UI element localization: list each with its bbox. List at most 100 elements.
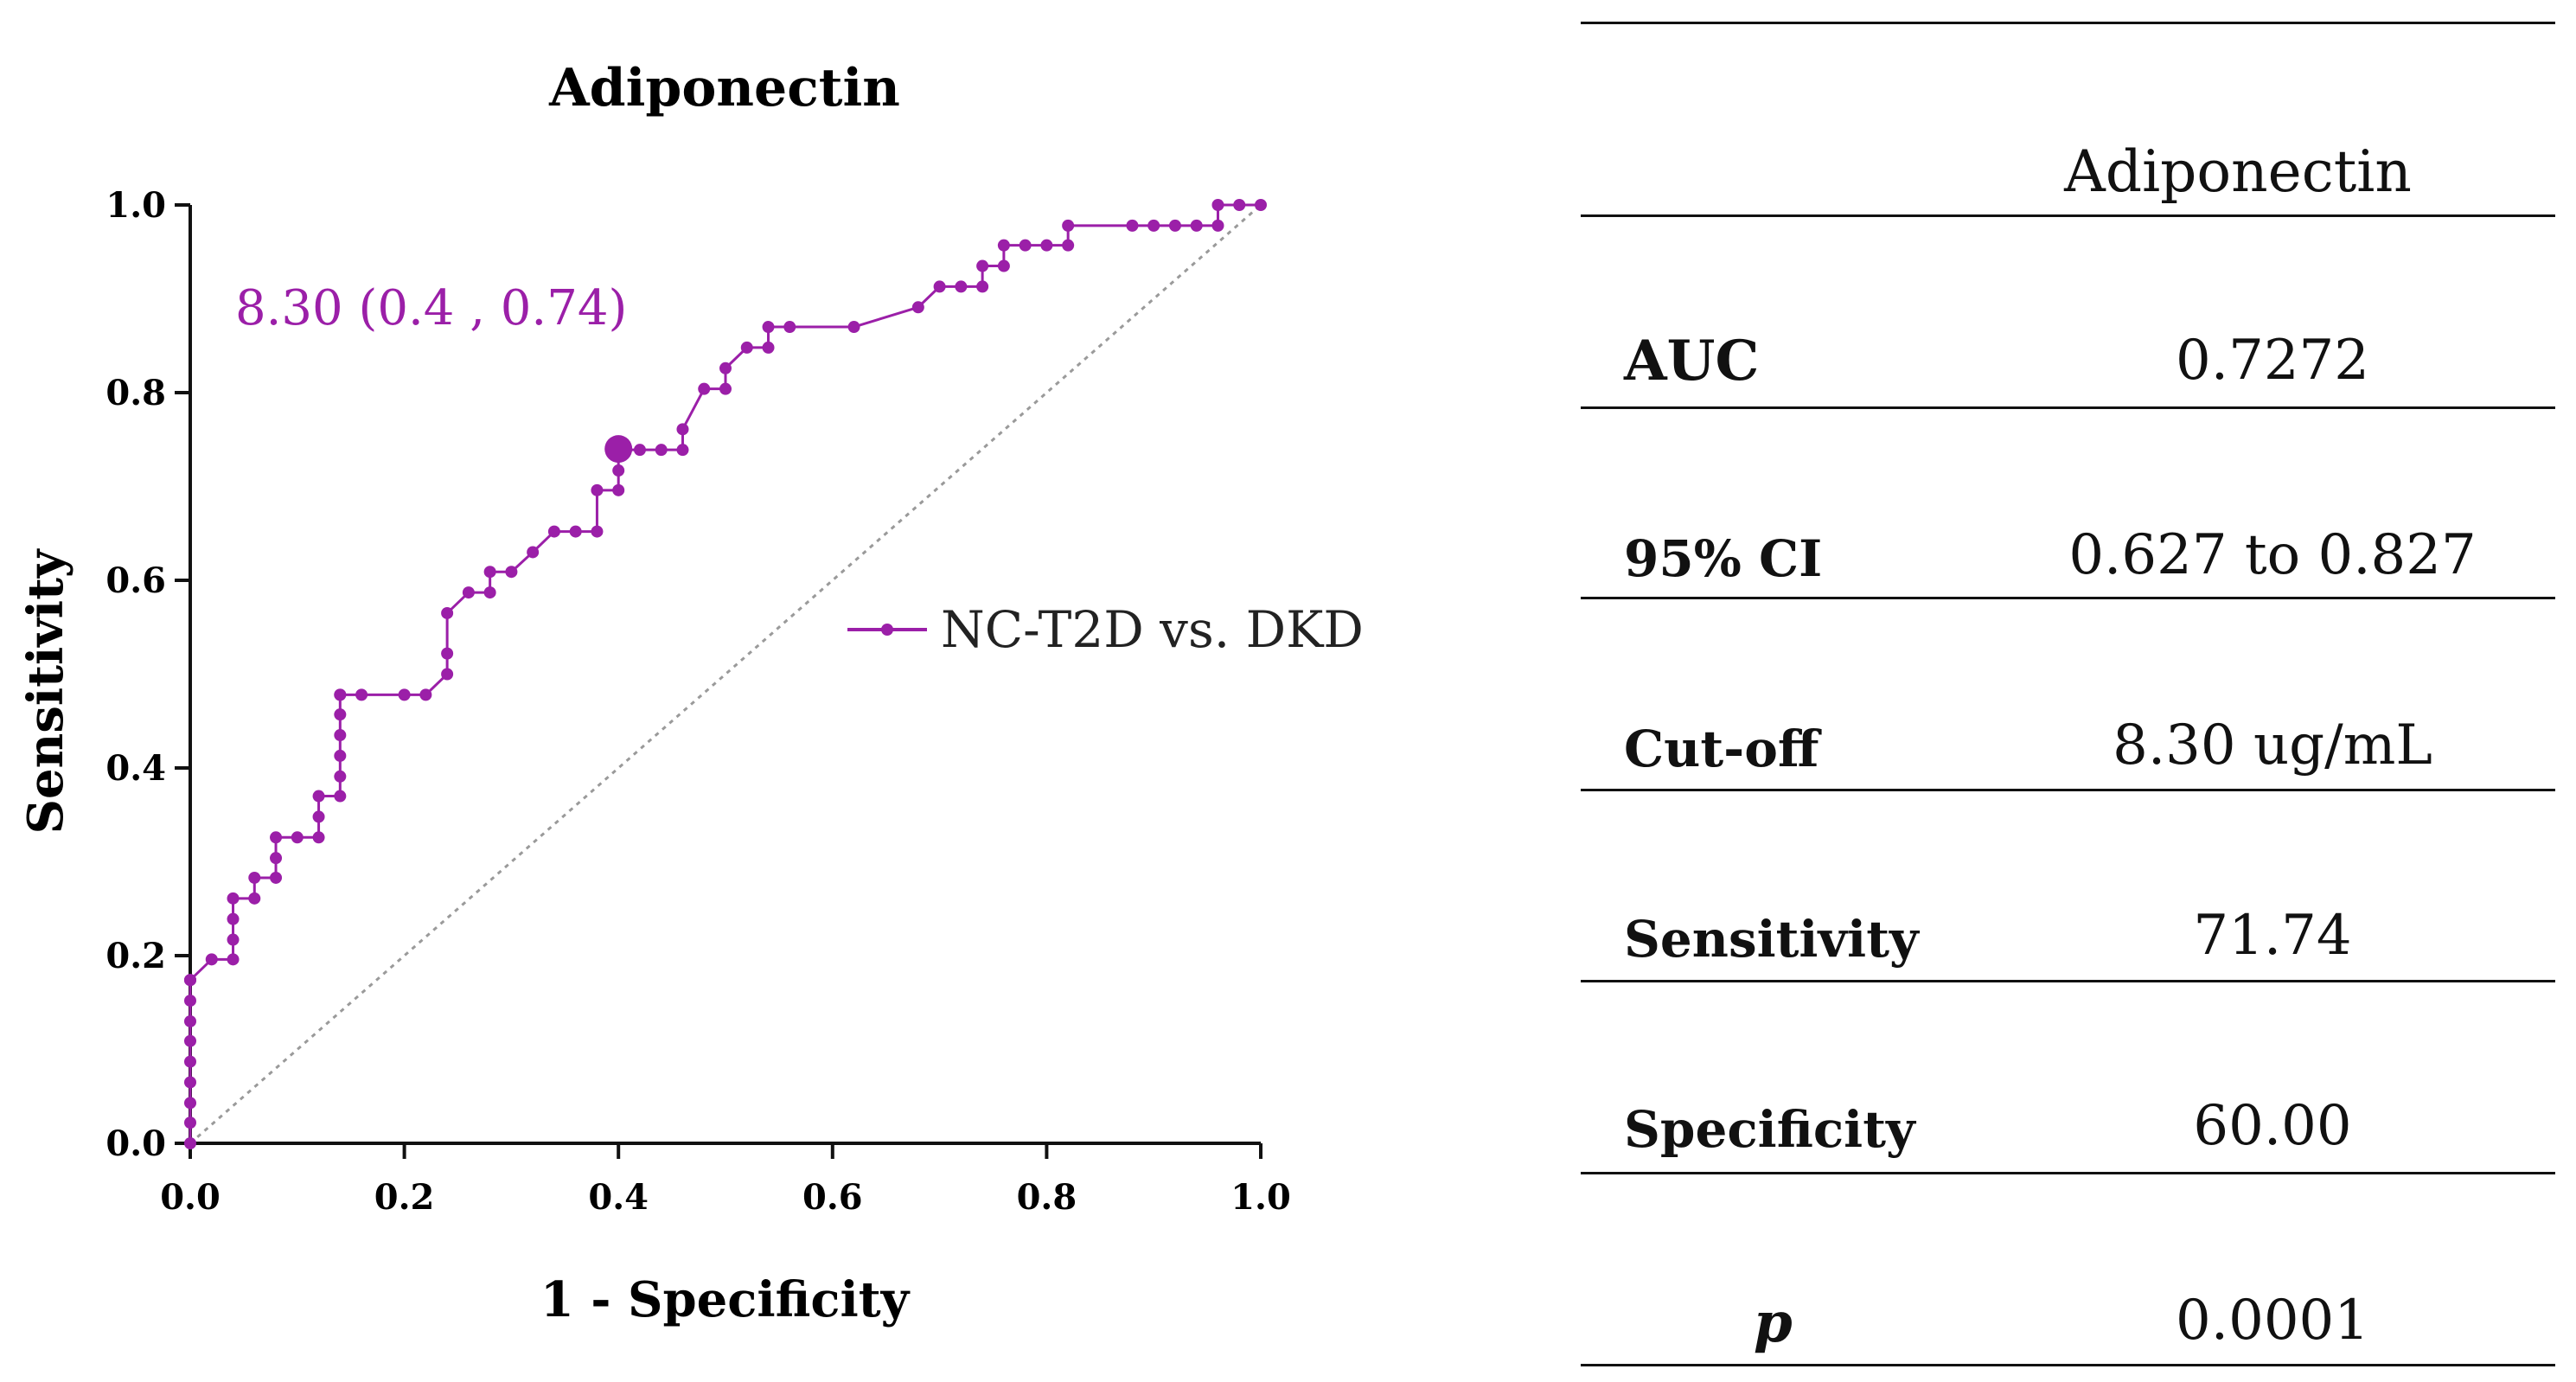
table-header: Adiponectin — [2064, 138, 2412, 205]
roc-point — [1190, 219, 1203, 232]
roc-point — [334, 688, 347, 701]
specificity-label: Specificity — [1624, 1100, 1915, 1159]
cutoff-point-marker — [604, 435, 633, 464]
roc-point — [676, 444, 689, 457]
roc-point — [312, 831, 325, 844]
table-row-rule — [1581, 406, 2555, 409]
roc-point — [1019, 239, 1032, 252]
roc-point — [740, 341, 753, 354]
roc-point — [334, 790, 347, 803]
roc-point — [441, 606, 454, 619]
roc-point — [227, 933, 240, 946]
roc-point — [184, 995, 196, 1008]
roc-point — [227, 892, 240, 905]
roc-point — [911, 301, 924, 314]
x-tick-label: 0.0 — [160, 1177, 221, 1218]
roc-point — [184, 1137, 196, 1149]
table-row-rule — [1581, 980, 2555, 982]
roc-point — [1062, 219, 1075, 232]
roc-point — [719, 361, 732, 374]
roc-point — [270, 852, 283, 865]
table-header-rule — [1581, 214, 2555, 217]
roc-point — [633, 444, 646, 457]
roc-point — [334, 729, 347, 742]
roc-point — [227, 912, 240, 925]
roc-point — [719, 382, 732, 395]
roc-point — [676, 423, 689, 436]
roc-point — [334, 708, 347, 721]
y-tick-label: 0.4 — [105, 748, 166, 789]
roc-point — [184, 1076, 196, 1089]
roc-point — [527, 546, 540, 559]
table-bottom-rule — [1581, 1364, 2555, 1366]
y-tick-label: 0.8 — [105, 373, 166, 413]
roc-point — [1168, 219, 1181, 232]
legend-point-swatch — [881, 624, 893, 636]
specificity-value: 60.00 — [2193, 1094, 2352, 1158]
table-row-rule — [1581, 597, 2555, 599]
roc-point — [291, 831, 304, 844]
x-tick-label: 0.2 — [374, 1177, 435, 1218]
roc-point — [334, 749, 347, 762]
ci-label: 95% CI — [1624, 529, 1823, 588]
roc-point — [547, 525, 560, 538]
roc-point — [976, 259, 989, 272]
x-axis-label: 1 - Specificity — [540, 1271, 911, 1328]
y-axis-label: Sensitivity — [17, 548, 74, 834]
roc-point — [184, 1116, 196, 1129]
roc-point — [184, 1014, 196, 1027]
y-tick-label: 0.2 — [105, 936, 166, 976]
y-tick-label: 1.0 — [105, 185, 166, 226]
roc-point — [184, 974, 196, 987]
roc-point — [270, 871, 283, 884]
roc-point — [312, 790, 325, 803]
roc-point — [205, 953, 218, 966]
roc-point — [698, 382, 711, 395]
chart-axes: 0.0 0.2 0.4 0.6 0.8 1.0 0.0 0.2 0.4 0.6 0.8 1.0 — [105, 185, 1290, 1218]
roc-point — [847, 321, 860, 334]
roc-point — [1255, 199, 1267, 211]
roc-point — [270, 831, 283, 844]
roc-point — [483, 586, 496, 599]
y-tick-label: 0.0 — [105, 1123, 166, 1164]
roc-point — [1062, 239, 1075, 252]
roc-point — [955, 280, 968, 293]
roc-point — [1211, 219, 1224, 232]
roc-point — [762, 321, 775, 334]
roc-point — [591, 525, 604, 538]
roc-point — [419, 688, 432, 701]
legend-label: NC-T2D vs. DKD — [941, 600, 1364, 659]
roc-point — [1147, 219, 1160, 232]
statistics-table: Adiponectin AUC 0.7272 95% CI 0.627 to 0… — [1581, 0, 2555, 1382]
x-tick-label: 0.4 — [588, 1177, 649, 1218]
auc-label: AUC — [1624, 329, 1760, 393]
roc-point — [441, 647, 454, 660]
roc-chart: Adiponectin 0.0 0.2 0.4 0.6 0.8 1.0 0.0 0.2 0.4 0… — [17, 58, 1364, 1328]
x-tick-label: 0.8 — [1017, 1177, 1077, 1218]
roc-point — [1040, 239, 1053, 252]
p-value-label: p — [1754, 1290, 1793, 1355]
roc-point — [612, 483, 625, 496]
roc-point — [783, 321, 796, 334]
roc-point — [655, 444, 668, 457]
chart-title: Adiponectin — [548, 58, 900, 118]
roc-point — [1211, 199, 1224, 211]
roc-point — [505, 566, 518, 579]
roc-point — [976, 280, 989, 293]
x-tick-label: 0.6 — [802, 1177, 863, 1218]
x-tick-label: 1.0 — [1230, 1177, 1291, 1218]
roc-point — [933, 280, 946, 293]
roc-point — [184, 1097, 196, 1110]
roc-point — [483, 566, 496, 579]
sensitivity-label: Sensitivity — [1624, 910, 1919, 969]
roc-point — [312, 810, 325, 823]
table-top-rule — [1581, 22, 2555, 24]
auc-value: 0.7272 — [2176, 329, 2369, 393]
roc-point — [762, 341, 775, 354]
roc-point — [1233, 199, 1246, 211]
sensitivity-value: 71.74 — [2193, 904, 2352, 968]
roc-point — [612, 464, 625, 477]
cutoff-value: 8.30 ug/mL — [2113, 713, 2432, 777]
roc-point — [334, 770, 347, 783]
roc-point — [997, 259, 1010, 272]
